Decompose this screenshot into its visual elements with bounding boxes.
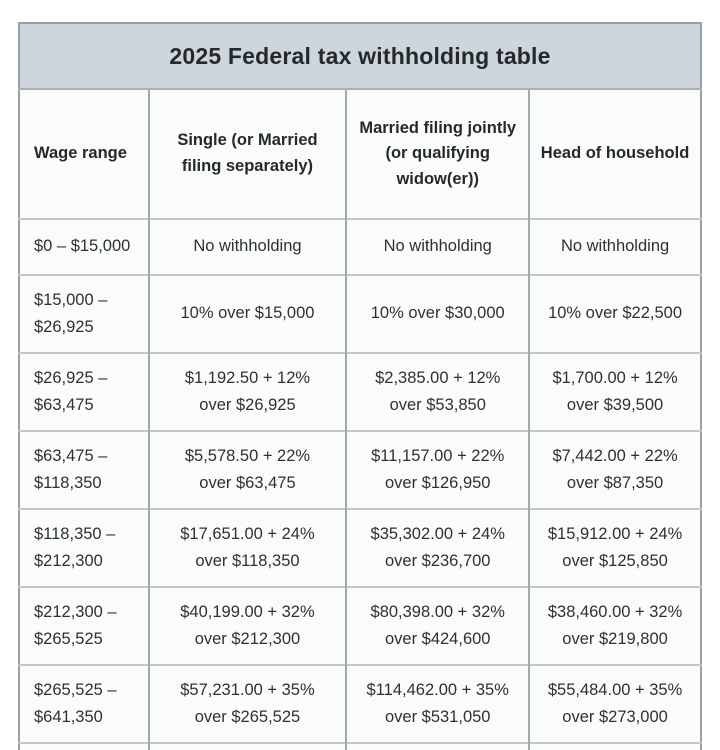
table-row: $212,300 – $265,525 $40,199.00 + 32% ove… bbox=[19, 586, 701, 665]
table-title: 2025 Federal tax withholding table bbox=[19, 23, 701, 90]
single-cell: $40,199.00 + 32% over $212,300 bbox=[147, 586, 347, 665]
head-of-household-cell: $1,700.00 + 12% over $39,500 bbox=[528, 352, 701, 431]
single-cell: $5,578.50 + 22% over $63,475 bbox=[147, 430, 347, 509]
married-jointly-cell: $2,385.00 + 12% over $53,850 bbox=[345, 352, 530, 431]
table-row: $26,925 – $63,475 $1,192.50 + 12% over $… bbox=[19, 352, 701, 431]
wage-range-cell: $118,350 – $212,300 bbox=[19, 508, 149, 587]
married-jointly-cell: $202,154.50 + 37% over $781,600 bbox=[345, 742, 530, 750]
table-row: $63,475 – $118,350 $5,578.50 + 22% over … bbox=[19, 430, 701, 509]
married-jointly-cell: 10% over $30,000 bbox=[345, 274, 530, 353]
column-header-wage-range: Wage range bbox=[19, 89, 149, 219]
head-of-household-cell: No withholding bbox=[528, 218, 701, 275]
head-of-household-cell: $7,442.00 + 22% over $87,350 bbox=[528, 430, 701, 509]
column-header-married-jointly: Married filing jointly (or qualifying wi… bbox=[345, 89, 530, 219]
column-header-row: Wage range Single (or Married filing sep… bbox=[19, 89, 701, 219]
married-jointly-cell: No withholding bbox=[345, 218, 530, 275]
married-jointly-cell: $114,462.00 + 35% over $531,050 bbox=[345, 664, 530, 743]
head-of-household-cell: $55,484.00 + 35% over $273,000 bbox=[528, 664, 701, 743]
column-header-single: Single (or Married filing separately) bbox=[147, 89, 347, 219]
table-row: $0 – $15,000 No withholding No withholdi… bbox=[19, 218, 701, 275]
single-cell: $1,192.50 + 12% over $26,925 bbox=[147, 352, 347, 431]
table-row: $265,525 – $641,350 $57,231.00 + 35% ove… bbox=[19, 664, 701, 743]
wage-range-cell: $641,350+ bbox=[19, 742, 149, 750]
wage-range-cell: $265,525 – $641,350 bbox=[19, 664, 149, 743]
head-of-household-cell: $15,912.00 + 24% over $125,850 bbox=[528, 508, 701, 587]
single-cell: $188,769.75 + 37% over $641,350 bbox=[147, 742, 347, 750]
single-cell: 10% over $15,000 bbox=[147, 274, 347, 353]
table-row: $641,350+ $188,769.75 + 37% over $641,35… bbox=[19, 742, 701, 750]
title-band: 2025 Federal tax withholding table bbox=[19, 23, 701, 90]
wage-range-cell: $0 – $15,000 bbox=[19, 218, 149, 275]
head-of-household-cell: $187,031.50 + 37% over $648,850 bbox=[528, 742, 701, 750]
column-header-head-of-household: Head of household bbox=[528, 89, 701, 219]
wage-range-cell: $212,300 – $265,525 bbox=[19, 586, 149, 665]
married-jointly-cell: $11,157.00 + 22% over $126,950 bbox=[345, 430, 530, 509]
wage-range-cell: $26,925 – $63,475 bbox=[19, 352, 149, 431]
table-row: $15,000 – $26,925 10% over $15,000 10% o… bbox=[19, 274, 701, 353]
single-cell: $57,231.00 + 35% over $265,525 bbox=[147, 664, 347, 743]
single-cell: No withholding bbox=[147, 218, 347, 275]
single-cell: $17,651.00 + 24% over $118,350 bbox=[147, 508, 347, 587]
wage-range-cell: $63,475 – $118,350 bbox=[19, 430, 149, 509]
head-of-household-cell: 10% over $22,500 bbox=[528, 274, 701, 353]
married-jointly-cell: $80,398.00 + 32% over $424,600 bbox=[345, 586, 530, 665]
wage-range-cell: $15,000 – $26,925 bbox=[19, 274, 149, 353]
head-of-household-cell: $38,460.00 + 32% over $219,800 bbox=[528, 586, 701, 665]
married-jointly-cell: $35,302.00 + 24% over $236,700 bbox=[345, 508, 530, 587]
table-row: $118,350 – $212,300 $17,651.00 + 24% ove… bbox=[19, 508, 701, 587]
federal-tax-withholding-table: 2025 Federal tax withholding table Wage … bbox=[18, 22, 702, 750]
